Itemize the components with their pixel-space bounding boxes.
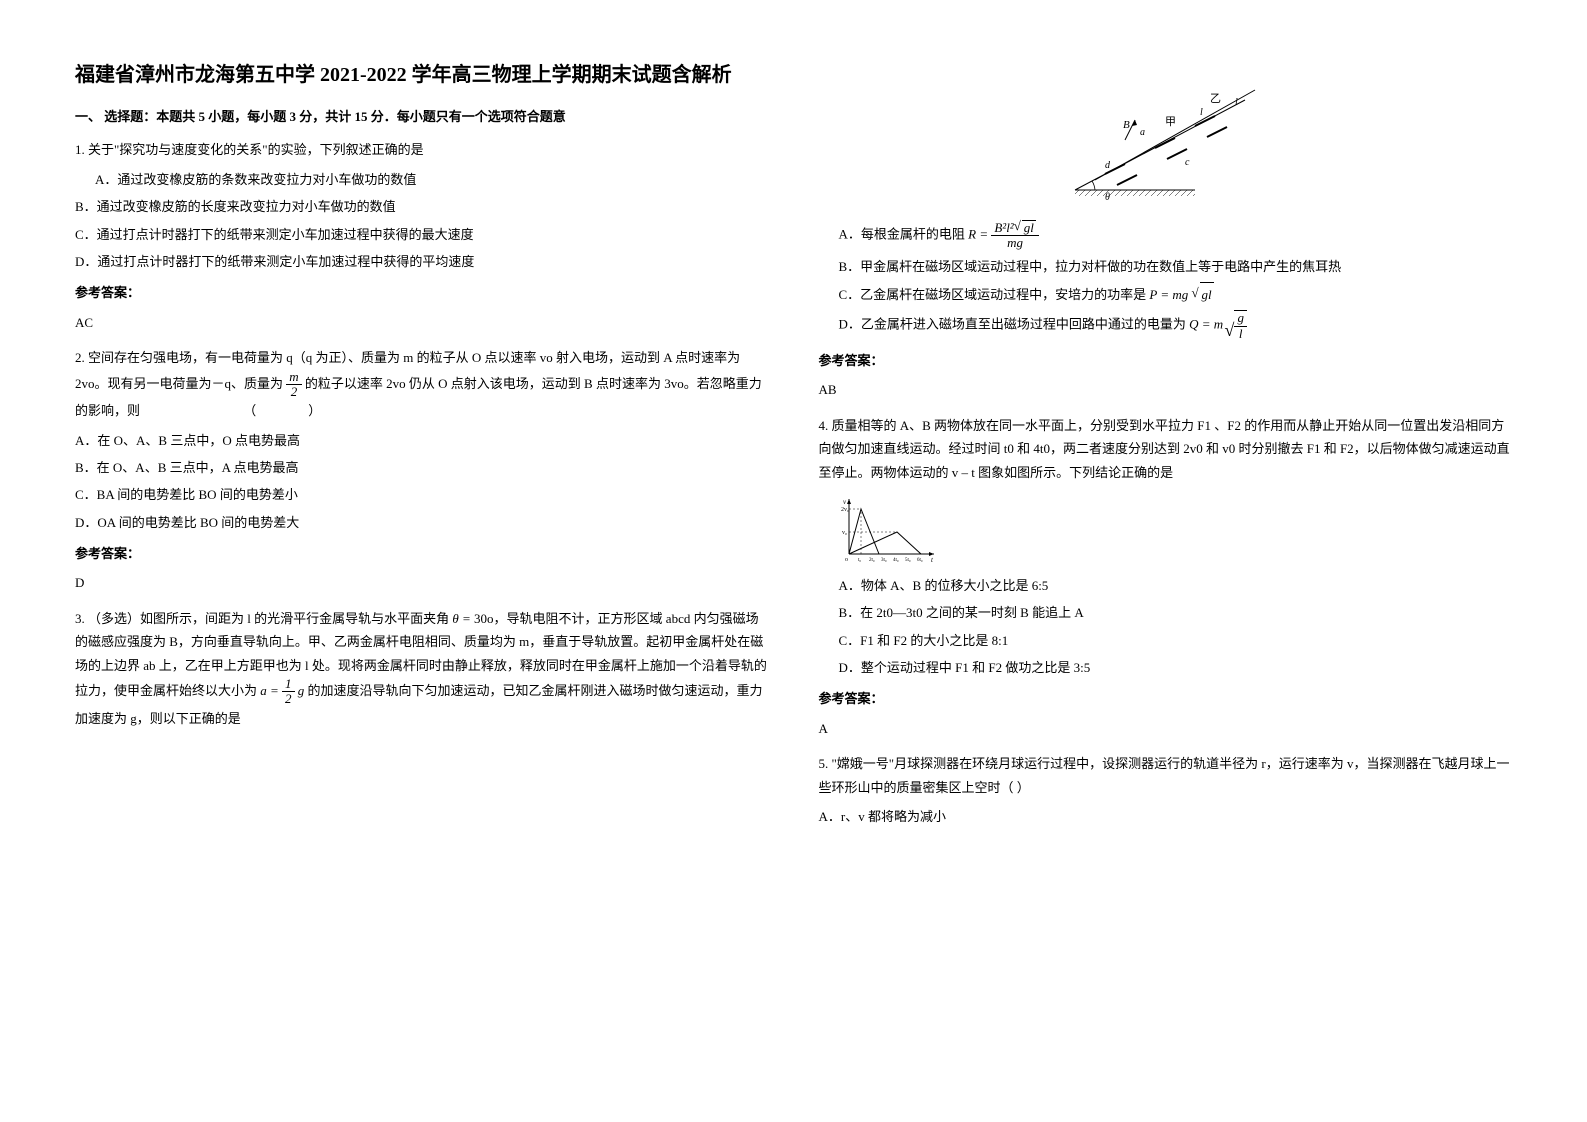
svg-text:l: l (1200, 107, 1203, 118)
q2-text: 2. 空间存在匀强电场，有一电荷量为 q（q 为正）、质量为 m 的粒子从 O … (75, 346, 769, 422)
vt-graph-svg: 2v₀ v₀ v t o t₀ 2t₀ 3t₀ 4t₀ 5t₀ 6t₀ (839, 494, 939, 564)
q3-option-a: A．每根金属杆的电阻 R = B²l²gl mg (819, 220, 1513, 251)
svg-text:l: l (1235, 97, 1238, 108)
q5-option-a: A．r、v 都将略为减小 (819, 805, 1513, 828)
svg-text:o: o (845, 557, 848, 563)
q3-text: 3. （多选）如图所示，间距为 l 的光滑平行金属导轨与水平面夹角 θ = 30… (75, 607, 769, 730)
question-5: 5. "嫦娥一号"月球探测器在环绕月球运行过程中，设探测器运行的轨道半径为 r，… (819, 752, 1513, 828)
q3c-sqrt: gl (1200, 282, 1214, 306)
q3c-prefix: C．乙金属杆在磁场区域运动过程中，安培力的功率是 (839, 287, 1150, 302)
svg-text:c: c (1185, 157, 1190, 168)
q3d-fraction: g l (1234, 310, 1247, 341)
q3-answer-label: 参考答案： (819, 349, 1513, 372)
q1-option-b: B．通过改变橡皮筋的长度来改变拉力对小车做功的数值 (75, 195, 769, 218)
q3-a-den: 2 (282, 692, 295, 706)
q3-answer: AB (819, 378, 1513, 401)
q4-answer-label: 参考答案： (819, 687, 1513, 710)
q3d-prefix: D．乙金属杆进入磁场直至出磁场过程中回路中通过的电量为 (839, 317, 1190, 332)
svg-text:d: d (1105, 160, 1111, 171)
q4-option-b: B．在 2t0―3t0 之间的某一时刻 B 能追上 A (819, 601, 1513, 624)
svg-text:3t₀: 3t₀ (881, 558, 887, 563)
q2-option-b: B．在 O、A、B 三点中，A 点电势最高 (75, 456, 769, 479)
q4-option-a: A．物体 A、B 的位移大小之比是 6:5 (819, 574, 1513, 597)
q1-answer-label: 参考答案： (75, 281, 769, 304)
q4-option-c: C．F1 和 F2 的大小之比是 8:1 (819, 629, 1513, 652)
svg-text:t: t (931, 556, 934, 564)
q4-graph: 2v₀ v₀ v t o t₀ 2t₀ 3t₀ 4t₀ 5t₀ 6t₀ (839, 494, 939, 564)
q2-frac-num: m (286, 370, 301, 385)
q1-text: 1. 关于"探究功与速度变化的关系"的实验，下列叙述正确的是 (75, 138, 769, 161)
question-2: 2. 空间存在匀强电场，有一电荷量为 q（q 为正）、质量为 m 的粒子从 O … (75, 346, 769, 595)
svg-text:甲: 甲 (1165, 116, 1176, 128)
q2-fraction: m 2 (286, 370, 301, 400)
q3a-den: mg (991, 236, 1038, 250)
q3a-prefix: A．每根金属杆的电阻 (839, 226, 969, 241)
q3d-Q: Q = m (1189, 317, 1223, 332)
q2-answer-label: 参考答案： (75, 542, 769, 565)
q3-diagram: θ B a d c 甲 乙 l l (1055, 70, 1275, 210)
q3-option-d: D．乙金属杆进入磁场直至出磁场过程中回路中通过的电量为 Q = m √ g l (819, 310, 1513, 341)
q3a-fraction: B²l²gl mg (991, 220, 1038, 251)
question-4: 4. 质量相等的 A、B 两物体放在同一水平面上，分别受到水平拉力 F1 、F2… (819, 414, 1513, 741)
q1-option-c: C．通过打点计时器打下的纸带来测定小车加速过程中获得的最大速度 (75, 223, 769, 246)
right-column: θ B a d c 甲 乙 l l A．每根金属杆的电阻 R = B²l²gl … (794, 60, 1538, 1062)
q4-answer: A (819, 717, 1513, 740)
svg-text:乙: 乙 (1210, 92, 1221, 105)
q2-option-c: C．BA 间的电势差比 BO 间的电势差小 (75, 483, 769, 506)
q3a-R: R = (968, 226, 991, 241)
q3-option-c: C．乙金属杆在磁场区域运动过程中，安培力的功率是 P = mg gl (819, 282, 1513, 306)
q3-a-g: g (298, 683, 305, 698)
q5-text: 5. "嫦娥一号"月球探测器在环绕月球运行过程中，设探测器运行的轨道半径为 r，… (819, 752, 1513, 799)
question-3: 3. （多选）如图所示，间距为 l 的光滑平行金属导轨与水平面夹角 θ = 30… (75, 607, 769, 730)
q1-option-d: D．通过打点计时器打下的纸带来测定小车加速过程中获得的平均速度 (75, 250, 769, 273)
inclined-plane-svg: θ B a d c 甲 乙 l l (1055, 70, 1275, 210)
q4-text: 4. 质量相等的 A、B 两物体放在同一水平面上，分别受到水平拉力 F1 、F2… (819, 414, 1513, 484)
q1-option-a: A．通过改变橡皮筋的条数来改变拉力对小车做功的数值 (75, 168, 769, 191)
section-header: 一、 选择题：本题共 5 小题，每小题 3 分，共计 15 分．每小题只有一个选… (75, 105, 769, 128)
q4-option-d: D．整个运动过程中 F1 和 F2 做功之比是 3:5 (819, 656, 1513, 679)
q2-option-a: A．在 O、A、B 三点中，O 点电势最高 (75, 429, 769, 452)
svg-text:2v₀: 2v₀ (841, 507, 849, 513)
q3-a-num: 1 (282, 677, 295, 692)
left-column: 福建省漳州市龙海第五中学 2021-2022 学年高三物理上学期期末试题含解析 … (50, 60, 794, 1062)
svg-text:t₀: t₀ (858, 558, 861, 563)
q1-answer: AC (75, 311, 769, 334)
question-1: 1. 关于"探究功与速度变化的关系"的实验，下列叙述正确的是 A．通过改变橡皮筋… (75, 138, 769, 334)
q3-a-var: a = (260, 683, 282, 698)
q3d-den: l (1234, 327, 1247, 341)
q3-a-fraction: 1 2 (282, 677, 295, 707)
svg-text:v₀: v₀ (842, 530, 847, 536)
q3-text-part1: 3. （多选）如图所示，间距为 l 的光滑平行金属导轨与水平面夹角 (75, 611, 452, 626)
q3a-num: B²l²gl (991, 220, 1038, 236)
svg-text:v: v (843, 498, 847, 506)
svg-text:4t₀: 4t₀ (893, 558, 899, 563)
q3-theta: θ = (452, 611, 470, 626)
svg-text:2t₀: 2t₀ (869, 558, 875, 563)
svg-text:5t₀: 5t₀ (905, 558, 911, 563)
q3d-num: g (1234, 311, 1247, 326)
svg-text:B: B (1123, 119, 1130, 131)
q2-option-d: D．OA 间的电势差比 BO 间的电势差大 (75, 511, 769, 534)
page-title: 福建省漳州市龙海第五中学 2021-2022 学年高三物理上学期期末试题含解析 (75, 60, 769, 90)
svg-text:6t₀: 6t₀ (917, 558, 923, 563)
q2-frac-den: 2 (286, 385, 301, 399)
svg-text:a: a (1140, 127, 1145, 138)
q2-answer: D (75, 571, 769, 594)
q3c-P: P = mg (1149, 287, 1188, 302)
q3-option-b: B．甲金属杆在磁场区域运动过程中，拉力对杆做的功在数值上等于电路中产生的焦耳热 (819, 255, 1513, 278)
